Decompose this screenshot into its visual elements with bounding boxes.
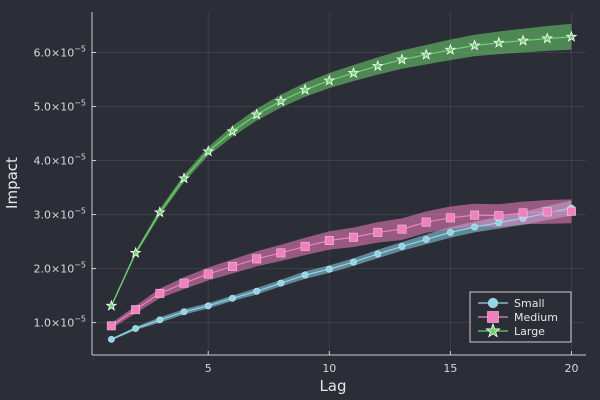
point-small (398, 242, 406, 250)
point-small (107, 335, 115, 343)
y-tick-label: 5.0×10−5 (33, 99, 86, 114)
point-medium (421, 217, 431, 227)
point-small (325, 265, 333, 273)
band-small (111, 200, 572, 341)
point-large (250, 108, 263, 120)
point-medium (300, 241, 310, 251)
point-medium (470, 210, 480, 220)
point-small (471, 223, 479, 231)
point-large (492, 36, 505, 48)
band-large (111, 23, 572, 308)
point-medium (566, 206, 576, 216)
x-tick-label: 10 (322, 362, 336, 375)
point-large (468, 39, 481, 51)
point-small (204, 302, 212, 310)
x-axis-title: Lag (319, 377, 346, 395)
point-small (253, 287, 261, 295)
point-large (226, 125, 239, 137)
point-small (374, 250, 382, 258)
point-medium (131, 305, 141, 315)
point-medium (276, 248, 286, 258)
point-small (277, 279, 285, 287)
point-small (495, 219, 503, 227)
point-small (422, 235, 430, 243)
point-large (323, 74, 336, 86)
legend-label-small: Small (514, 297, 545, 310)
legend-marker-small (487, 297, 499, 309)
point-medium (324, 235, 334, 245)
point-large (129, 246, 142, 258)
y-axis-title: Impact (3, 157, 21, 209)
line-small (111, 207, 572, 340)
legend-marker-large (485, 322, 501, 338)
point-large (371, 59, 384, 72)
point-large (444, 43, 457, 55)
y-tick-label: 2.0×10−5 (33, 261, 86, 276)
tick-labels: 5 10 15 20 1.0×10−5 2.0×10−5 3.0×10−5 4.0×10−5 5… (33, 45, 578, 375)
point-small (132, 325, 140, 333)
point-small (228, 294, 236, 302)
y-tick-label: 1.0×10−5 (33, 315, 86, 330)
point-large (396, 53, 408, 65)
point-large (105, 299, 118, 311)
point-medium (179, 278, 189, 288)
point-medium (349, 232, 359, 242)
point-large (420, 48, 433, 60)
point-large (299, 83, 312, 95)
point-large (541, 32, 554, 44)
y-tick-label: 6.0×10−5 (33, 45, 86, 60)
point-medium (155, 288, 165, 298)
point-small (446, 228, 454, 236)
axes (91, 12, 586, 356)
y-tick-label: 4.0×10−5 (33, 153, 86, 168)
point-large (347, 66, 360, 79)
point-large (202, 145, 215, 157)
point-large (565, 30, 578, 42)
point-medium (397, 224, 407, 234)
point-large (153, 206, 166, 218)
point-medium (445, 213, 455, 223)
series-markers (105, 30, 578, 343)
legend-label-medium: Medium (514, 311, 558, 324)
point-medium (227, 261, 237, 271)
point-medium (106, 321, 116, 331)
x-tick-label: 20 (564, 362, 578, 375)
point-large (178, 172, 190, 184)
point-medium (252, 254, 262, 264)
point-small (180, 308, 188, 316)
x-tick-label: 15 (443, 362, 457, 375)
point-medium (203, 269, 213, 279)
point-small (301, 271, 309, 279)
point-medium (373, 227, 383, 237)
point-small (156, 316, 164, 324)
y-tick-label: 3.0×10−5 (33, 207, 86, 222)
point-large (517, 34, 529, 46)
point-medium (518, 208, 528, 218)
point-large (274, 94, 287, 107)
point-medium (542, 207, 552, 217)
legend-label-large: Large (514, 325, 545, 338)
line-large (110, 36, 572, 307)
point-medium (494, 211, 504, 221)
legend-marker-medium (487, 311, 499, 323)
x-tick-label: 5 (205, 362, 212, 375)
point-small (350, 258, 358, 266)
